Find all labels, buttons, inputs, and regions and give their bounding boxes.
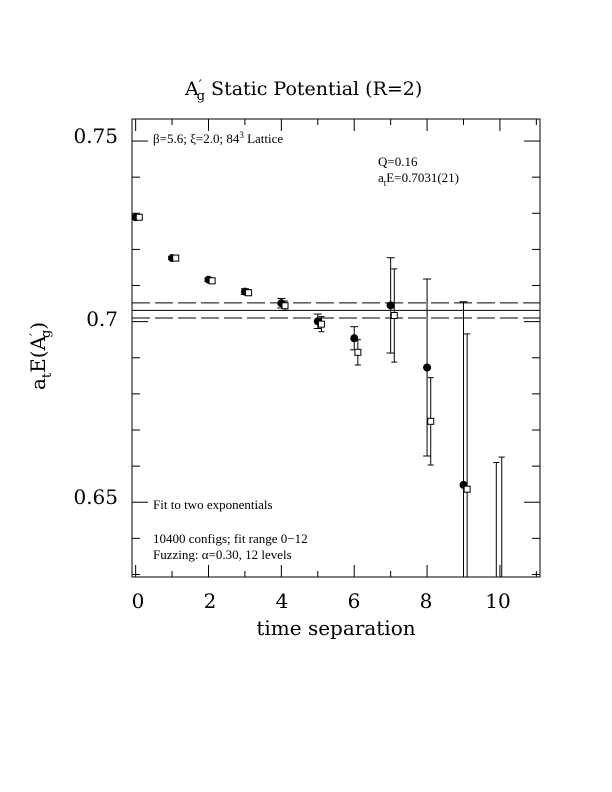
data-point-circle [423, 363, 432, 372]
data-point-square [245, 289, 253, 297]
data-point-square [208, 277, 216, 285]
x-tick-label: 8 [420, 589, 433, 613]
y-tick-label: 0.65 [73, 485, 118, 509]
title-main: A [184, 78, 199, 100]
energy-value: atE=0.7031(21) [378, 170, 459, 188]
data-point-square [390, 311, 398, 319]
data-point-circle [350, 334, 359, 343]
title-prime: ′ [199, 78, 202, 93]
x-tick-label: 6 [348, 589, 361, 613]
fuzzing-info: Fuzzing: α=0.30, 12 levels [153, 547, 292, 562]
plot-frame [131, 118, 541, 578]
data-point-square [463, 485, 471, 493]
lattice-info: β=5.6; ξ=2.0; 843 Lattice [153, 130, 283, 146]
x-tick-label: 0 [132, 589, 145, 613]
title-sub: g [197, 89, 205, 104]
data-point-square [354, 348, 362, 356]
x-tick-label: 10 [485, 589, 510, 613]
title-rest: Static Potential (R=2) [205, 78, 422, 100]
x-axis-label: time separation [256, 616, 415, 640]
data-point-square [281, 302, 289, 310]
q-value: Q=0.16 [378, 154, 418, 169]
axis-ticks [132, 119, 540, 577]
config-info: 10400 configs; fit range 0−12 [153, 531, 308, 546]
data-point-circle [386, 301, 395, 310]
chart-title: A′ g Static Potential (R=2) [184, 78, 422, 104]
data-point-square [427, 417, 435, 425]
data-point-square [135, 213, 143, 221]
data-point-square [172, 254, 180, 262]
fit-lines [132, 302, 540, 319]
x-tick-label: 4 [276, 589, 289, 613]
data-layer [131, 213, 505, 577]
y-tick-label: 0.75 [73, 124, 118, 148]
fit-method: Fit to two exponentials [153, 497, 273, 512]
data-point-square [317, 320, 325, 328]
y-axis-label: atE(A′g) [26, 322, 55, 390]
x-tick-label: 2 [204, 589, 217, 613]
y-tick-label: 0.7 [86, 307, 118, 331]
